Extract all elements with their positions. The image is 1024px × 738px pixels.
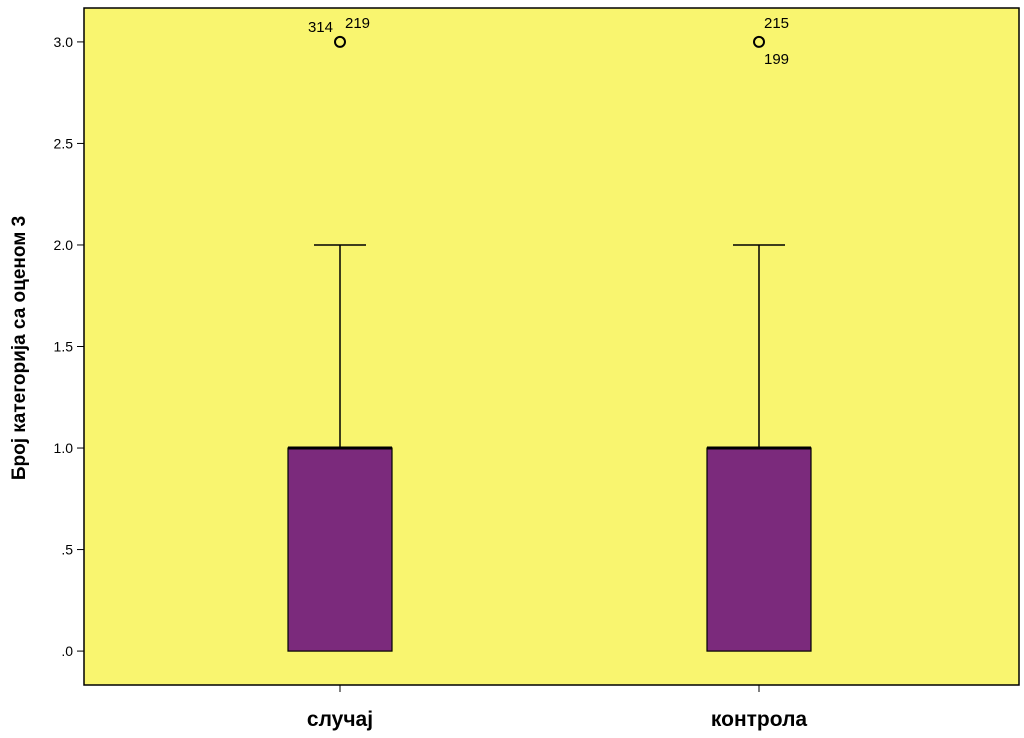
box-group: 314 219: [287, 15, 393, 652]
x-axis: случај контрола: [307, 685, 807, 731]
outlier-label: 219: [345, 15, 370, 32]
outlier-label: 199: [764, 51, 789, 68]
y-tick-label: 1.0: [54, 440, 74, 456]
outlier-label: 314: [308, 19, 333, 36]
y-tick-label: 3.0: [54, 34, 74, 50]
y-tick-label: 2.5: [54, 135, 74, 151]
y-tick-label: 1.5: [54, 339, 74, 355]
x-category-label: случај: [307, 708, 373, 731]
outlier-marker: [334, 35, 346, 48]
y-axis-title: Број категорија са оценом 3: [9, 216, 30, 480]
x-category-label: контрола: [711, 708, 808, 731]
plot-area: [83, 7, 1020, 686]
box: [706, 447, 812, 652]
boxes-layer: 314 219 215 199: [287, 15, 812, 652]
y-tick-label: .5: [61, 542, 73, 558]
y-tick-label: 2.0: [54, 237, 74, 253]
y-tick-label: .0: [61, 643, 73, 659]
outlier-label: 215: [764, 15, 789, 32]
box: [287, 447, 393, 652]
outlier-marker: [753, 35, 765, 48]
box-group: 215 199: [706, 15, 812, 652]
y-axis: .0 .5 1.0 1.5 2.0 2.5 3.0: [54, 34, 84, 659]
